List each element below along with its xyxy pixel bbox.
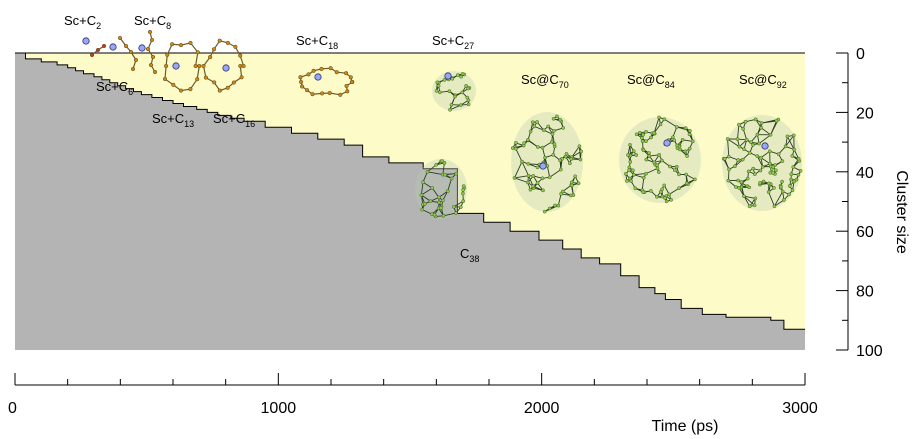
cage-sc-c70 xyxy=(510,112,584,214)
cage-sc-c84 xyxy=(619,115,701,204)
cage-c38 xyxy=(415,159,467,219)
x-axis: 0 1000 2000 3000 xyxy=(8,373,818,417)
scandium-atom xyxy=(663,139,671,147)
scandium-atom xyxy=(222,64,230,72)
cage-c27 xyxy=(432,71,476,112)
carbon-chain-c8 xyxy=(145,29,158,75)
x-tick-label: 0 xyxy=(8,400,17,417)
scandium-atom xyxy=(761,142,769,150)
structure-label: Sc+C2 xyxy=(64,13,101,31)
ring-c13 xyxy=(162,40,202,93)
y-tick-label: 60 xyxy=(856,224,874,241)
y-tick-label: 20 xyxy=(856,105,874,122)
scandium-atom xyxy=(82,37,90,45)
scandium-atom xyxy=(138,44,146,52)
scandium-atom xyxy=(172,62,180,70)
structure-label: Sc+C13 xyxy=(152,111,194,129)
scandium-atom xyxy=(314,73,322,81)
x-tick-label: 2000 xyxy=(524,400,560,417)
carbon-chain-c2 xyxy=(89,43,107,58)
structure-label: Sc+C16 xyxy=(213,111,255,129)
structure-label: Sc+C6 xyxy=(96,79,133,97)
ring-c18 xyxy=(298,66,355,97)
structure-label: Sc+C27 xyxy=(432,33,474,51)
y-tick-label: 100 xyxy=(856,343,883,360)
remaining-atoms-area xyxy=(15,53,805,350)
cluster-structure-images xyxy=(82,29,803,219)
x-tick-label: 3000 xyxy=(782,400,818,417)
scandium-atom xyxy=(539,162,547,170)
y-tick-label: 0 xyxy=(856,46,865,63)
structure-labels: Sc+C2 Sc+C8 Sc+C6 Sc+C13 Sc+C16 Sc+C18 Sc+C27 C… xyxy=(64,13,787,264)
structure-label: Sc@C70 xyxy=(521,72,569,90)
x-tick-label: 1000 xyxy=(261,400,297,417)
scandium-atom xyxy=(109,43,117,51)
structure-label: Sc@C92 xyxy=(739,72,787,90)
structure-label: Sc@C84 xyxy=(627,72,675,90)
structure-label: Sc+C8 xyxy=(134,13,171,31)
scandium-atom xyxy=(444,72,452,80)
carbon-chain-c6 xyxy=(117,35,139,72)
y-tick-label: 40 xyxy=(856,165,874,182)
x-axis-label: Time (ps) xyxy=(652,418,719,435)
y-axis-label: Cluster size xyxy=(893,170,910,254)
y-axis: 0 20 40 60 80 100 xyxy=(836,46,883,360)
structure-label: C38 xyxy=(460,246,479,264)
ring-c16 xyxy=(201,38,246,93)
cluster-size-step-line xyxy=(15,52,805,330)
structure-label: Sc+C18 xyxy=(296,33,338,51)
y-tick-label: 80 xyxy=(856,284,874,301)
cage-sc-c92 xyxy=(721,115,803,211)
